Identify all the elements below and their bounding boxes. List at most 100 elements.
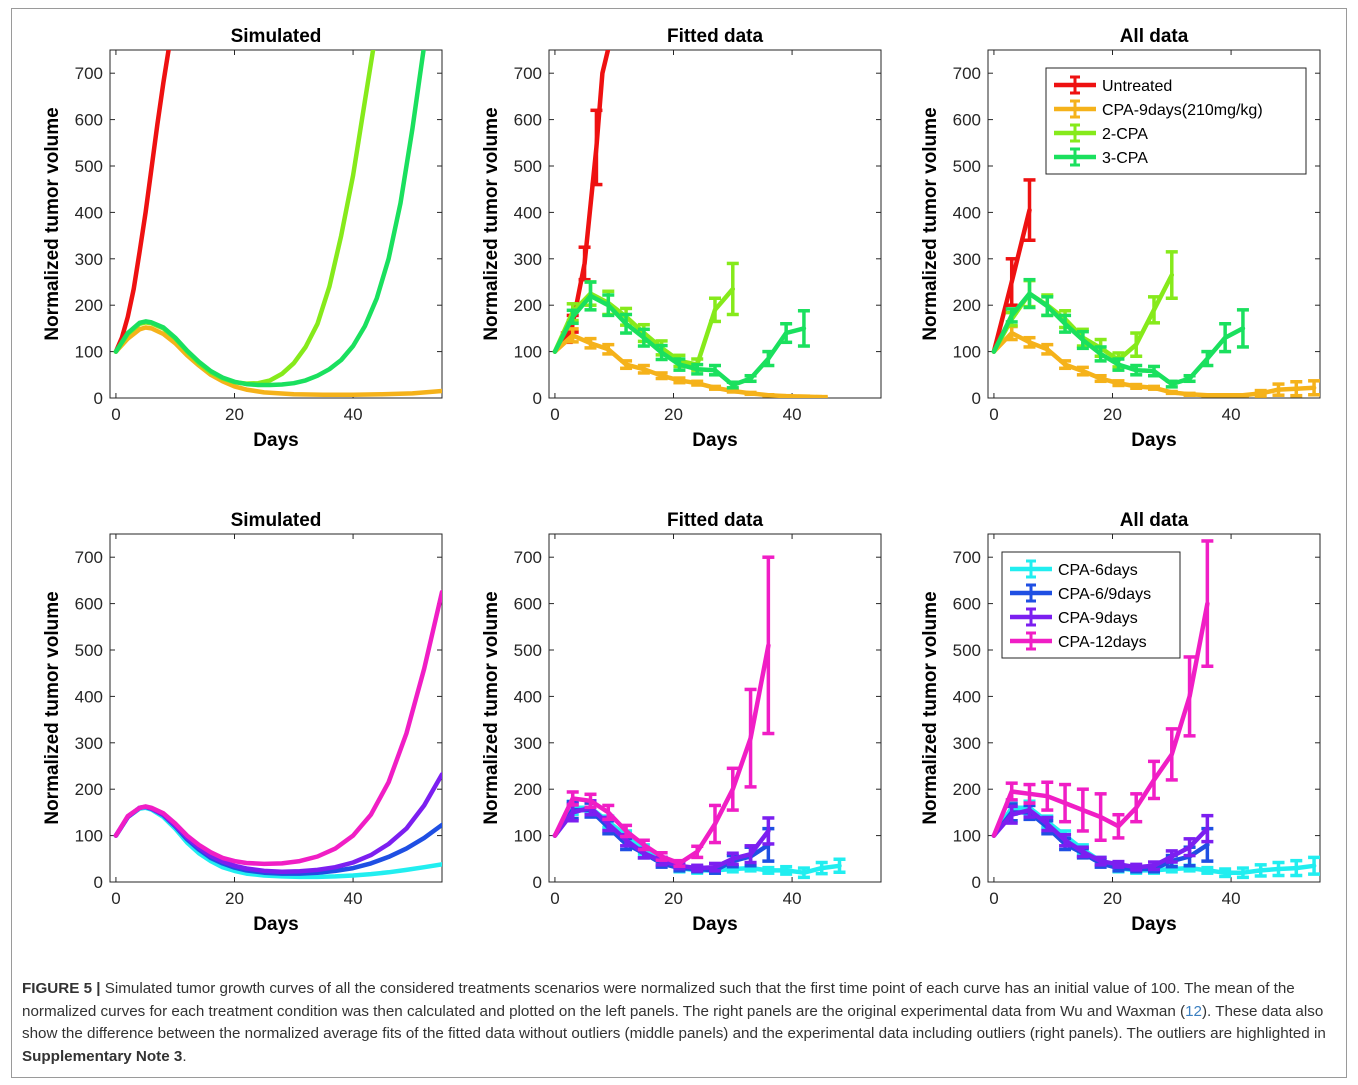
y-axis-label: Normalized tumor volume bbox=[42, 591, 63, 824]
y-tick-label: 0 bbox=[972, 873, 981, 892]
y-tick-label: 300 bbox=[953, 734, 981, 753]
y-axis-label: Normalized tumor volume bbox=[920, 591, 941, 824]
y-tick-label: 200 bbox=[75, 296, 103, 315]
y-tick-label: 400 bbox=[514, 687, 542, 706]
legend-label: CPA-9days(210mg/kg) bbox=[1102, 102, 1263, 119]
panel-title: Simulated bbox=[231, 510, 322, 531]
x-axis-label: Days bbox=[1131, 430, 1176, 451]
legend-label: CPA-6/9days bbox=[1058, 586, 1151, 603]
y-tick-label: 200 bbox=[953, 780, 981, 799]
y-axis-label: Normalized tumor volume bbox=[481, 591, 502, 824]
figure-caption: FIGURE 5 | Simulated tumor growth curves… bbox=[22, 978, 1340, 1068]
caption-text-3: . bbox=[182, 1047, 187, 1065]
y-tick-label: 0 bbox=[533, 389, 542, 408]
plot-data bbox=[991, 178, 1320, 398]
y-tick-label: 100 bbox=[75, 827, 103, 846]
x-tick-label: 20 bbox=[664, 405, 683, 424]
x-tick-label: 0 bbox=[550, 405, 559, 424]
y-tick-label: 500 bbox=[514, 157, 542, 176]
panel-title: Simulated bbox=[231, 26, 322, 47]
plot-data bbox=[991, 539, 1320, 880]
axes-box bbox=[548, 49, 882, 399]
axes-box bbox=[109, 49, 443, 399]
y-axis-label: Normalized tumor volume bbox=[920, 107, 941, 340]
chart-panel-bottom-right: 0 100 200 300 400 500 600 700 0 20 40 All data Days N… bbox=[920, 510, 1321, 935]
series-line-untreated bbox=[113, 50, 171, 354]
axes-box bbox=[987, 533, 1321, 883]
y-tick-label: 0 bbox=[94, 873, 103, 892]
chart-panel-top-left: 0 100 200 300 400 500 600 700 0 20 40 Simulated Days… bbox=[42, 26, 443, 451]
x-tick-label: 0 bbox=[111, 405, 120, 424]
y-tick-label: 600 bbox=[514, 595, 542, 614]
chart-panel-bottom-left: 0 100 200 300 400 500 600 700 0 20 40 Simulated Days… bbox=[42, 510, 443, 935]
x-tick-label: 40 bbox=[344, 889, 363, 908]
y-tick-label: 700 bbox=[514, 64, 542, 83]
panel-title: Fitted data bbox=[667, 510, 763, 531]
chart-panel-bottom-middle: 0 100 200 300 400 500 600 700 0 20 40 Fitted data Da… bbox=[481, 510, 882, 935]
caption-reference-link[interactable]: 12 bbox=[1185, 1002, 1202, 1020]
y-tick-label: 0 bbox=[533, 873, 542, 892]
y-tick-label: 600 bbox=[75, 111, 103, 130]
y-tick-label: 300 bbox=[75, 250, 103, 269]
y-axis-label: Normalized tumor volume bbox=[42, 107, 63, 340]
y-tick-label: 400 bbox=[75, 687, 103, 706]
x-tick-label: 0 bbox=[550, 889, 559, 908]
y-tick-label: 600 bbox=[514, 111, 542, 130]
y-tick-label: 400 bbox=[514, 203, 542, 222]
series-line-cpa_9days_210 bbox=[552, 333, 824, 398]
x-tick-label: 20 bbox=[1103, 889, 1122, 908]
x-tick-label: 0 bbox=[111, 889, 120, 908]
x-tick-label: 40 bbox=[1222, 889, 1241, 908]
y-tick-label: 500 bbox=[75, 157, 103, 176]
series-line-cpa2 bbox=[113, 50, 376, 386]
series-line-cpa3 bbox=[113, 50, 426, 388]
y-tick-label: 100 bbox=[514, 343, 542, 362]
y-tick-label: 500 bbox=[514, 641, 542, 660]
series-line-cpa12 bbox=[552, 643, 771, 866]
y-tick-label: 200 bbox=[514, 780, 542, 799]
x-axis-label: Days bbox=[253, 430, 298, 451]
y-tick-label: 100 bbox=[953, 827, 981, 846]
x-tick-label: 20 bbox=[225, 405, 244, 424]
caption-label: FIGURE 5 | bbox=[22, 980, 101, 997]
plot-data bbox=[552, 555, 846, 880]
x-tick-label: 20 bbox=[225, 889, 244, 908]
series-line-cpa12 bbox=[113, 589, 442, 867]
x-tick-label: 0 bbox=[989, 405, 998, 424]
legend-label: CPA-12days bbox=[1058, 634, 1147, 651]
axes-box bbox=[109, 533, 443, 883]
y-tick-label: 300 bbox=[514, 734, 542, 753]
y-tick-label: 600 bbox=[953, 595, 981, 614]
y-tick-label: 500 bbox=[953, 641, 981, 660]
axes-box bbox=[548, 533, 882, 883]
legend-label: CPA-6days bbox=[1058, 562, 1138, 579]
x-tick-label: 40 bbox=[1222, 405, 1241, 424]
y-tick-label: 500 bbox=[953, 157, 981, 176]
y-tick-label: 0 bbox=[972, 389, 981, 408]
panel-title: Fitted data bbox=[667, 26, 763, 47]
x-tick-label: 20 bbox=[664, 889, 683, 908]
plot-data bbox=[552, 50, 828, 398]
legend-label: 2-CPA bbox=[1102, 126, 1148, 143]
plot-data bbox=[113, 50, 442, 398]
panel-title: All data bbox=[1120, 510, 1189, 531]
chart-panel-top-middle: 0 100 200 300 400 500 600 700 0 20 40 Fitted data Da… bbox=[481, 26, 882, 451]
x-tick-label: 40 bbox=[344, 405, 363, 424]
y-tick-label: 700 bbox=[75, 64, 103, 83]
legend: CPA-6days CPA-6/9days CPA-9days CPA-12days bbox=[1001, 551, 1181, 659]
y-tick-label: 300 bbox=[953, 250, 981, 269]
caption-supplementary-note: Supplementary Note 3 bbox=[22, 1047, 183, 1065]
y-tick-label: 400 bbox=[953, 203, 981, 222]
y-tick-label: 100 bbox=[75, 343, 103, 362]
legend: Untreated CPA-9days(210mg/kg) 2-CPA 3-CPA bbox=[1045, 67, 1307, 175]
x-tick-label: 40 bbox=[783, 405, 802, 424]
y-tick-label: 700 bbox=[514, 548, 542, 567]
x-tick-label: 20 bbox=[1103, 405, 1122, 424]
y-tick-label: 600 bbox=[75, 595, 103, 614]
y-tick-label: 700 bbox=[953, 548, 981, 567]
x-axis-label: Days bbox=[692, 914, 737, 935]
panel-title: All data bbox=[1120, 26, 1189, 47]
x-tick-label: 40 bbox=[783, 889, 802, 908]
series-line-cpa_9days_210 bbox=[113, 325, 442, 398]
